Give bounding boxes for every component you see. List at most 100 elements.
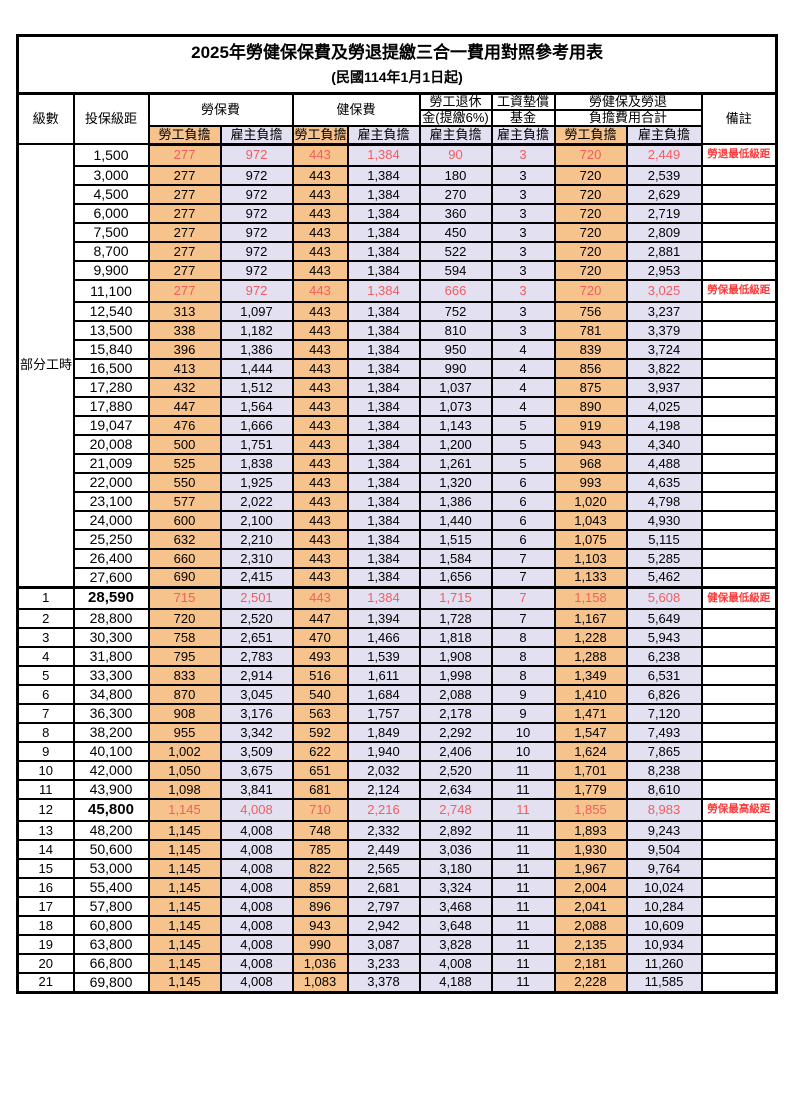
cell-li-emp: 870 [147, 684, 222, 706]
cell-li-emp: 1,145 [147, 953, 222, 975]
cell-remark [700, 567, 778, 589]
table-row: 26,400 660 2,310 443 1,384 1,584 7 1,103 5,285 [18, 548, 778, 570]
cell-li-emp: 1,050 [147, 760, 222, 782]
cell-hi-emp: 443 [291, 548, 349, 570]
cell-fund: 9 [490, 684, 556, 706]
cell-tot-emp: 2,135 [553, 934, 628, 956]
table-row: 21,009 525 1,838 443 1,384 1,261 5 968 4,488 [18, 453, 778, 475]
cell-fund: 11 [490, 858, 556, 880]
cell-li-emp: 277 [147, 241, 222, 263]
cell-hi-er: 3,378 [346, 972, 421, 994]
cell-pension: 180 [418, 165, 493, 187]
cell-hi-er: 1,384 [346, 260, 421, 282]
cell-li-emp: 1,145 [147, 858, 222, 880]
cell-pension: 1,728 [418, 608, 493, 630]
cell-li-er: 1,838 [219, 453, 294, 475]
cell-li-er: 3,675 [219, 760, 294, 782]
cell-fund: 10 [490, 722, 556, 744]
cell-remark [700, 760, 778, 782]
cell-hi-er: 1,384 [346, 320, 421, 342]
cell-tot-er: 10,024 [625, 877, 703, 899]
cell-fund: 4 [490, 396, 556, 418]
cell-bracket: 21,009 [72, 453, 150, 475]
cell-tot-emp: 1,133 [553, 567, 628, 589]
cell-li-er: 3,841 [219, 779, 294, 801]
cell-tot-er: 5,608 [625, 585, 703, 611]
cell-hi-emp: 443 [291, 567, 349, 589]
cell-level: 19 [16, 934, 75, 956]
cell-bracket: 60,800 [72, 915, 150, 937]
cell-hi-emp: 1,083 [291, 972, 349, 994]
cell-fund: 11 [490, 934, 556, 956]
cell-li-emp: 632 [147, 529, 222, 551]
cell-tot-er: 4,340 [625, 434, 703, 456]
cell-li-er: 1,564 [219, 396, 294, 418]
cell-fund: 3 [490, 301, 556, 323]
cell-fund: 8 [490, 627, 556, 649]
cell-bracket: 30,300 [72, 627, 150, 649]
cell-remark [700, 260, 778, 282]
cell-hi-emp: 592 [291, 722, 349, 744]
cell-remark [700, 301, 778, 323]
cell-hi-er: 1,384 [346, 510, 421, 532]
cell-remark: 勞保最高級距 [700, 798, 778, 823]
cell-bracket: 13,500 [72, 320, 150, 342]
cell-remark [700, 222, 778, 244]
cell-tot-emp: 720 [553, 260, 628, 282]
cell-hi-er: 1,384 [346, 339, 421, 361]
cell-hi-emp: 443 [291, 396, 349, 418]
cell-pension: 3,828 [418, 934, 493, 956]
cell-remark: 勞退最低級距 [700, 143, 778, 168]
cell-li-er: 4,008 [219, 896, 294, 918]
cell-hi-emp: 443 [291, 279, 349, 304]
cell-tot-er: 8,610 [625, 779, 703, 801]
cell-li-er: 2,783 [219, 646, 294, 668]
cell-pension: 360 [418, 203, 493, 225]
cell-li-er: 972 [219, 241, 294, 263]
cell-remark [700, 839, 778, 861]
cell-li-er: 972 [219, 203, 294, 225]
cell-pension: 1,584 [418, 548, 493, 570]
cell-bracket: 55,400 [72, 877, 150, 899]
cell-li-er: 4,008 [219, 953, 294, 975]
cell-pension: 1,261 [418, 453, 493, 475]
col-header-remark: 備註 [700, 92, 778, 146]
cell-tot-er: 2,539 [625, 165, 703, 187]
cell-li-emp: 720 [147, 608, 222, 630]
cell-hi-er: 1,384 [346, 396, 421, 418]
cell-tot-emp: 720 [553, 184, 628, 206]
cell-bracket: 7,500 [72, 222, 150, 244]
cell-pension: 666 [418, 279, 493, 304]
cell-tot-er: 3,025 [625, 279, 703, 304]
cell-hi-emp: 563 [291, 703, 349, 725]
cell-tot-emp: 2,041 [553, 896, 628, 918]
table-row: 9 40,100 1,002 3,509 622 1,940 2,406 10 1,624 7,8… [16, 741, 778, 763]
cell-hi-emp: 896 [291, 896, 349, 918]
cell-hi-er: 1,849 [346, 722, 421, 744]
cell-fund: 11 [490, 760, 556, 782]
cell-pension: 1,656 [418, 567, 493, 589]
cell-fund: 11 [490, 839, 556, 861]
cell-hi-emp: 470 [291, 627, 349, 649]
cell-remark [700, 953, 778, 975]
cell-pension: 4,008 [418, 953, 493, 975]
cell-level: 1 [16, 585, 75, 611]
cell-li-er: 4,008 [219, 839, 294, 861]
cell-tot-er: 3,937 [625, 377, 703, 399]
cell-tot-emp: 2,181 [553, 953, 628, 975]
cell-li-emp: 758 [147, 627, 222, 649]
cell-pension: 1,515 [418, 529, 493, 551]
cell-bracket: 16,500 [72, 358, 150, 380]
cell-hi-er: 1,384 [346, 472, 421, 494]
cell-level: 4 [16, 646, 75, 668]
cell-fund: 4 [490, 339, 556, 361]
cell-fund: 11 [490, 953, 556, 975]
cell-bracket: 31,800 [72, 646, 150, 668]
cell-hi-emp: 443 [291, 222, 349, 244]
cell-bracket: 24,000 [72, 510, 150, 532]
cell-hi-er: 1,384 [346, 453, 421, 475]
cell-hi-emp: 443 [291, 491, 349, 513]
table-row: 22,000 550 1,925 443 1,384 1,320 6 993 4,635 [18, 472, 778, 494]
cell-hi-emp: 443 [291, 203, 349, 225]
cell-remark [700, 608, 778, 630]
